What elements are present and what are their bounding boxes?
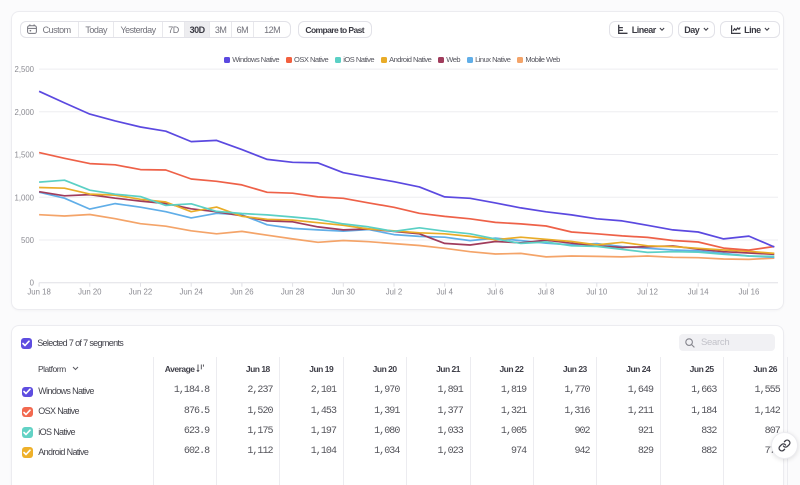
svg-text:500: 500 <box>20 236 34 245</box>
svg-text:1,000: 1,000 <box>14 193 34 202</box>
svg-text:Jun 22: Jun 22 <box>128 288 151 297</box>
svg-text:Jul 14: Jul 14 <box>687 288 708 297</box>
svg-text:Jun 28: Jun 28 <box>280 288 303 297</box>
svg-text:Jul 2: Jul 2 <box>385 288 401 297</box>
svg-text:Jul 6: Jul 6 <box>487 288 503 297</box>
svg-text:Jul 16: Jul 16 <box>738 288 759 297</box>
svg-text:0: 0 <box>29 279 34 288</box>
svg-text:Jul 12: Jul 12 <box>637 288 658 297</box>
svg-text:Jul 4: Jul 4 <box>436 288 453 297</box>
svg-text:2,500: 2,500 <box>14 65 34 74</box>
svg-text:Jun 30: Jun 30 <box>331 288 355 297</box>
svg-text:Jun 18: Jun 18 <box>27 288 50 297</box>
svg-text:Jul 10: Jul 10 <box>586 288 607 297</box>
svg-text:Jul 8: Jul 8 <box>537 288 553 297</box>
svg-text:Jun 24: Jun 24 <box>179 288 203 297</box>
svg-text:2,000: 2,000 <box>14 108 34 117</box>
svg-text:Jun 20: Jun 20 <box>78 288 102 297</box>
svg-text:Jun 26: Jun 26 <box>230 288 253 297</box>
svg-text:1,500: 1,500 <box>14 151 34 160</box>
